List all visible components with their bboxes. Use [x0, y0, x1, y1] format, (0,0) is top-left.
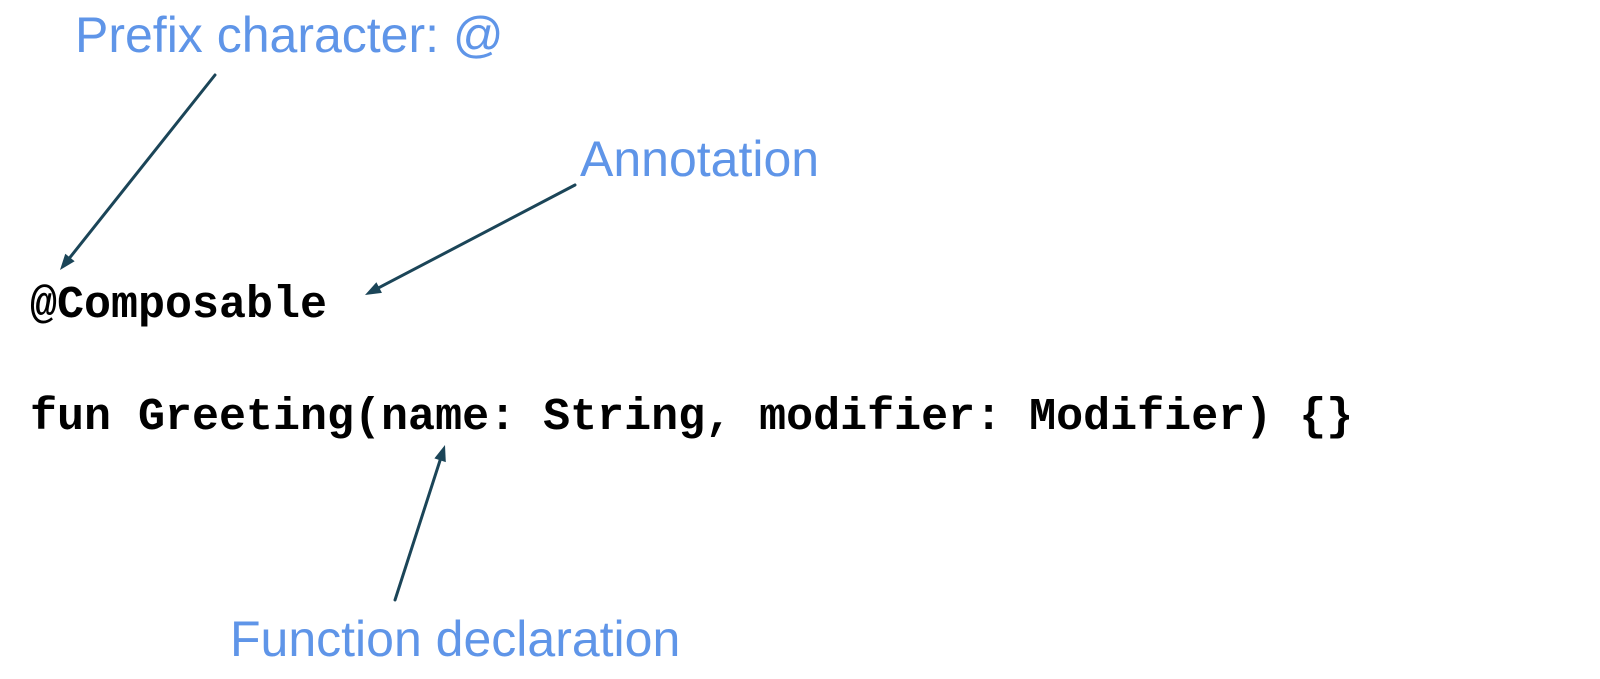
diagram-stage: Prefix character: @ Annotation Function …: [0, 0, 1600, 679]
label-annotation: Annotation: [580, 130, 819, 188]
code-function-line: fun Greeting(name: String, modifier: Mod…: [30, 392, 1353, 443]
label-function-declaration: Function declaration: [230, 610, 680, 668]
code-annotation-line: @Composable: [30, 280, 327, 331]
arrows-layer: [0, 0, 1600, 679]
arrow-prefix: [60, 75, 215, 270]
label-prefix: Prefix character: @: [75, 6, 504, 64]
arrow-funcdecl: [395, 445, 446, 600]
arrow-annotation: [365, 185, 575, 295]
